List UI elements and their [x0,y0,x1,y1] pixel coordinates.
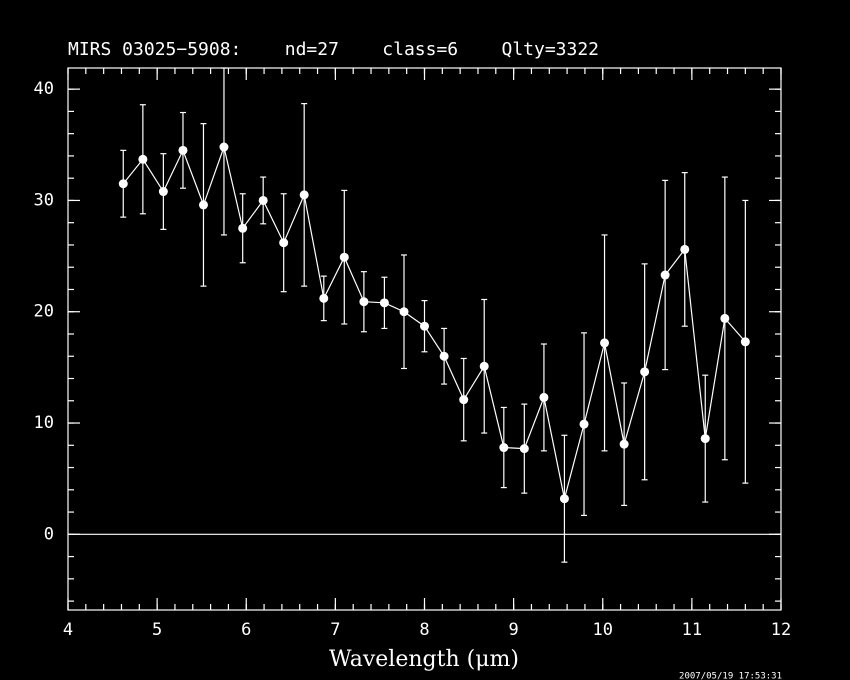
data-point [238,223,248,233]
data-point [559,494,569,504]
data-point [680,244,690,254]
data-point [178,145,188,155]
series-line [122,144,746,499]
data-point [219,142,229,152]
data-point [359,297,369,307]
data-point [539,392,549,402]
data-point [600,338,610,348]
x-tick-label: 11 [682,620,702,640]
x-tick-label: 5 [152,620,162,640]
data-point [619,439,629,449]
data-point [198,200,208,210]
x-tick-label: 4 [63,620,73,640]
data-point [118,179,128,189]
data-point [740,337,750,347]
y-tick-label: 0 [44,524,54,544]
data-point [519,444,529,454]
data-point [279,238,289,248]
y-tick-label: 10 [34,413,54,433]
data-point [399,307,409,317]
y-tick-label: 20 [34,302,54,322]
timestamp: 2007/05/19 17:53:31 [679,672,782,680]
data-point [579,419,589,429]
data-point [640,367,650,377]
data-point [660,270,670,280]
x-axis-label: Wavelength (μm) [329,647,519,672]
data-point [439,351,449,361]
chart-title: MIRS 03025−5908: nd=27 class=6 Qlty=3322 [68,39,599,60]
data-point [479,361,489,371]
y-tick-label: 40 [34,79,54,99]
data-point [499,443,509,453]
data-point [319,293,329,303]
data-point [700,434,710,444]
data-point [459,395,469,405]
data-point [138,154,148,164]
x-tick-label: 6 [241,620,251,640]
data-point [299,190,309,200]
data-point [379,298,389,308]
data-point [720,313,730,323]
y-tick-label: 30 [34,190,54,210]
x-tick-label: 12 [771,620,791,640]
x-tick-label: 9 [509,620,519,640]
x-tick-label: 8 [419,620,429,640]
data-point [420,321,429,331]
data-point [339,252,349,262]
x-tick-label: 7 [330,620,340,640]
x-tick-label: 10 [593,620,613,640]
data-point [258,195,268,205]
data-point [158,187,168,197]
